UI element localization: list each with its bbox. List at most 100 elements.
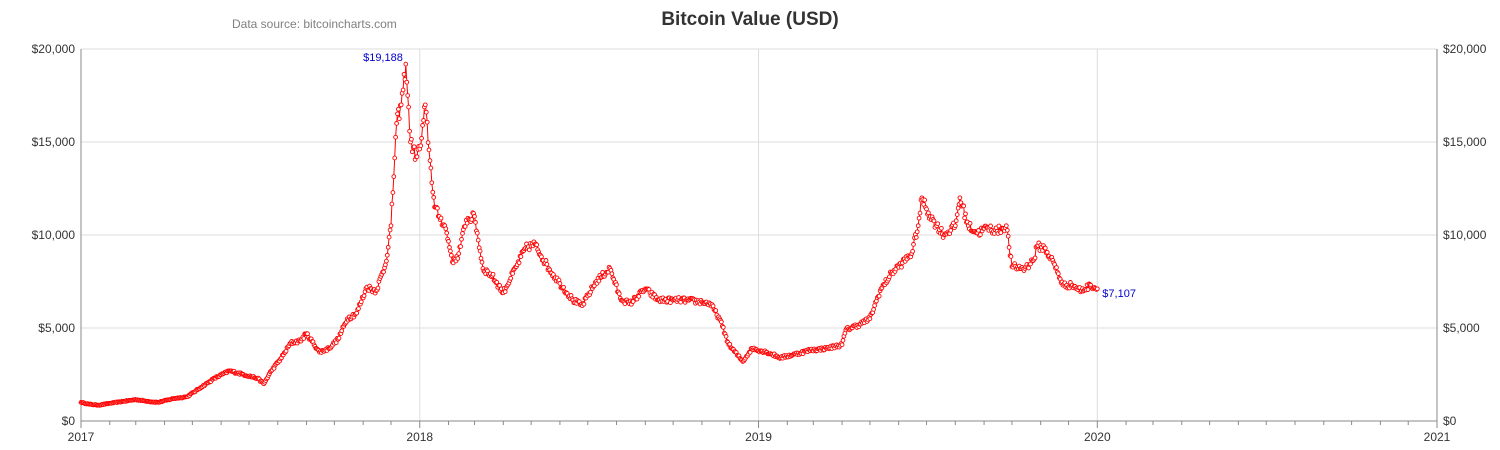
series-point <box>336 335 342 341</box>
y-tick-label-left: $10,000 <box>32 228 76 242</box>
series-point <box>616 291 622 297</box>
series-point <box>962 215 967 221</box>
series-point <box>358 299 364 305</box>
series-point <box>477 248 483 254</box>
series-point <box>720 324 726 330</box>
series-point <box>727 341 733 347</box>
series-point <box>516 260 522 266</box>
series-point <box>446 238 451 244</box>
series-point <box>910 248 915 254</box>
series-point <box>435 205 440 211</box>
series-point <box>462 224 468 229</box>
series-point <box>429 180 435 186</box>
series-point <box>384 252 390 258</box>
series-point <box>952 223 958 229</box>
series-point <box>473 220 478 225</box>
series-point <box>447 245 452 250</box>
series-point <box>719 319 724 325</box>
series-point <box>914 229 920 235</box>
series-point <box>916 215 922 221</box>
series-point <box>393 134 398 140</box>
series-point <box>510 271 515 276</box>
series-point <box>464 220 470 226</box>
series-point <box>444 230 450 236</box>
series-point <box>544 261 550 267</box>
y-tick-label-right: $5,000 <box>1443 321 1480 335</box>
series-point <box>333 340 339 346</box>
series-point <box>922 197 928 203</box>
series-point <box>460 231 465 236</box>
series-point <box>427 158 433 163</box>
series-point <box>917 210 923 216</box>
series-point <box>419 135 424 141</box>
series-point <box>475 237 481 243</box>
series-point <box>448 248 453 254</box>
series-point <box>383 262 388 268</box>
series-point <box>421 118 426 123</box>
data-source-note: Data source: bitcoincharts.com <box>232 17 397 31</box>
series-point <box>395 111 400 117</box>
series-point <box>876 293 882 299</box>
series-point <box>407 128 412 134</box>
grid-layer <box>81 48 1437 421</box>
series-point <box>614 282 619 288</box>
series-point <box>911 242 916 247</box>
series-point <box>561 284 566 290</box>
series-point <box>301 336 307 341</box>
series-point <box>411 144 417 150</box>
y-tick-label-right: $10,000 <box>1443 228 1487 242</box>
series-point <box>472 214 477 219</box>
series-point <box>422 102 428 108</box>
series-point <box>423 109 429 115</box>
series-point <box>1026 265 1031 271</box>
series-point <box>458 244 463 249</box>
series-point <box>1094 286 1100 292</box>
series-point <box>935 221 941 227</box>
series-point <box>478 255 484 261</box>
series-point <box>390 190 396 195</box>
x-tick-label: 2017 <box>68 430 95 444</box>
series-point <box>474 230 480 236</box>
series-point <box>459 236 464 242</box>
series-point <box>978 232 983 237</box>
series-point <box>409 149 415 155</box>
series-point <box>448 252 454 258</box>
series-point <box>954 212 960 217</box>
series-point <box>713 308 719 313</box>
x-tick-label: 2019 <box>745 430 772 444</box>
series-point <box>455 256 461 261</box>
series-point <box>543 258 549 263</box>
series-point <box>588 289 593 295</box>
annotation-layer: $19,188 $7,107 <box>363 52 1136 300</box>
axis-layer: $0 $0 $5,000 $5,000 $10,000 $10,000 $15,000 $15… <box>32 42 1487 444</box>
series-point <box>400 87 406 93</box>
series-point <box>915 223 921 229</box>
series-point <box>931 218 937 224</box>
series-point <box>405 93 411 98</box>
peak-value-label: $19,188 <box>363 52 403 64</box>
series-point <box>426 147 432 153</box>
series-point <box>396 106 401 112</box>
series-point <box>409 136 414 142</box>
series-point <box>963 211 968 217</box>
series-point <box>518 254 524 259</box>
chart-title: Bitcoin Value (USD) <box>661 9 838 30</box>
series-point <box>953 218 959 224</box>
series-point <box>392 155 398 161</box>
series-point <box>424 119 430 125</box>
series-point <box>596 278 602 284</box>
series-point <box>384 258 389 264</box>
series-point <box>356 306 361 311</box>
series-point <box>899 264 904 270</box>
series-point <box>428 165 434 171</box>
series-point <box>414 154 420 160</box>
series-point <box>381 269 386 275</box>
y-tick-label-left: $0 <box>62 414 76 428</box>
series-point <box>913 235 919 240</box>
series-point <box>668 300 673 306</box>
series-point <box>403 61 409 67</box>
series-point <box>609 271 615 277</box>
series-point <box>998 230 1004 235</box>
series-point <box>1032 255 1038 261</box>
